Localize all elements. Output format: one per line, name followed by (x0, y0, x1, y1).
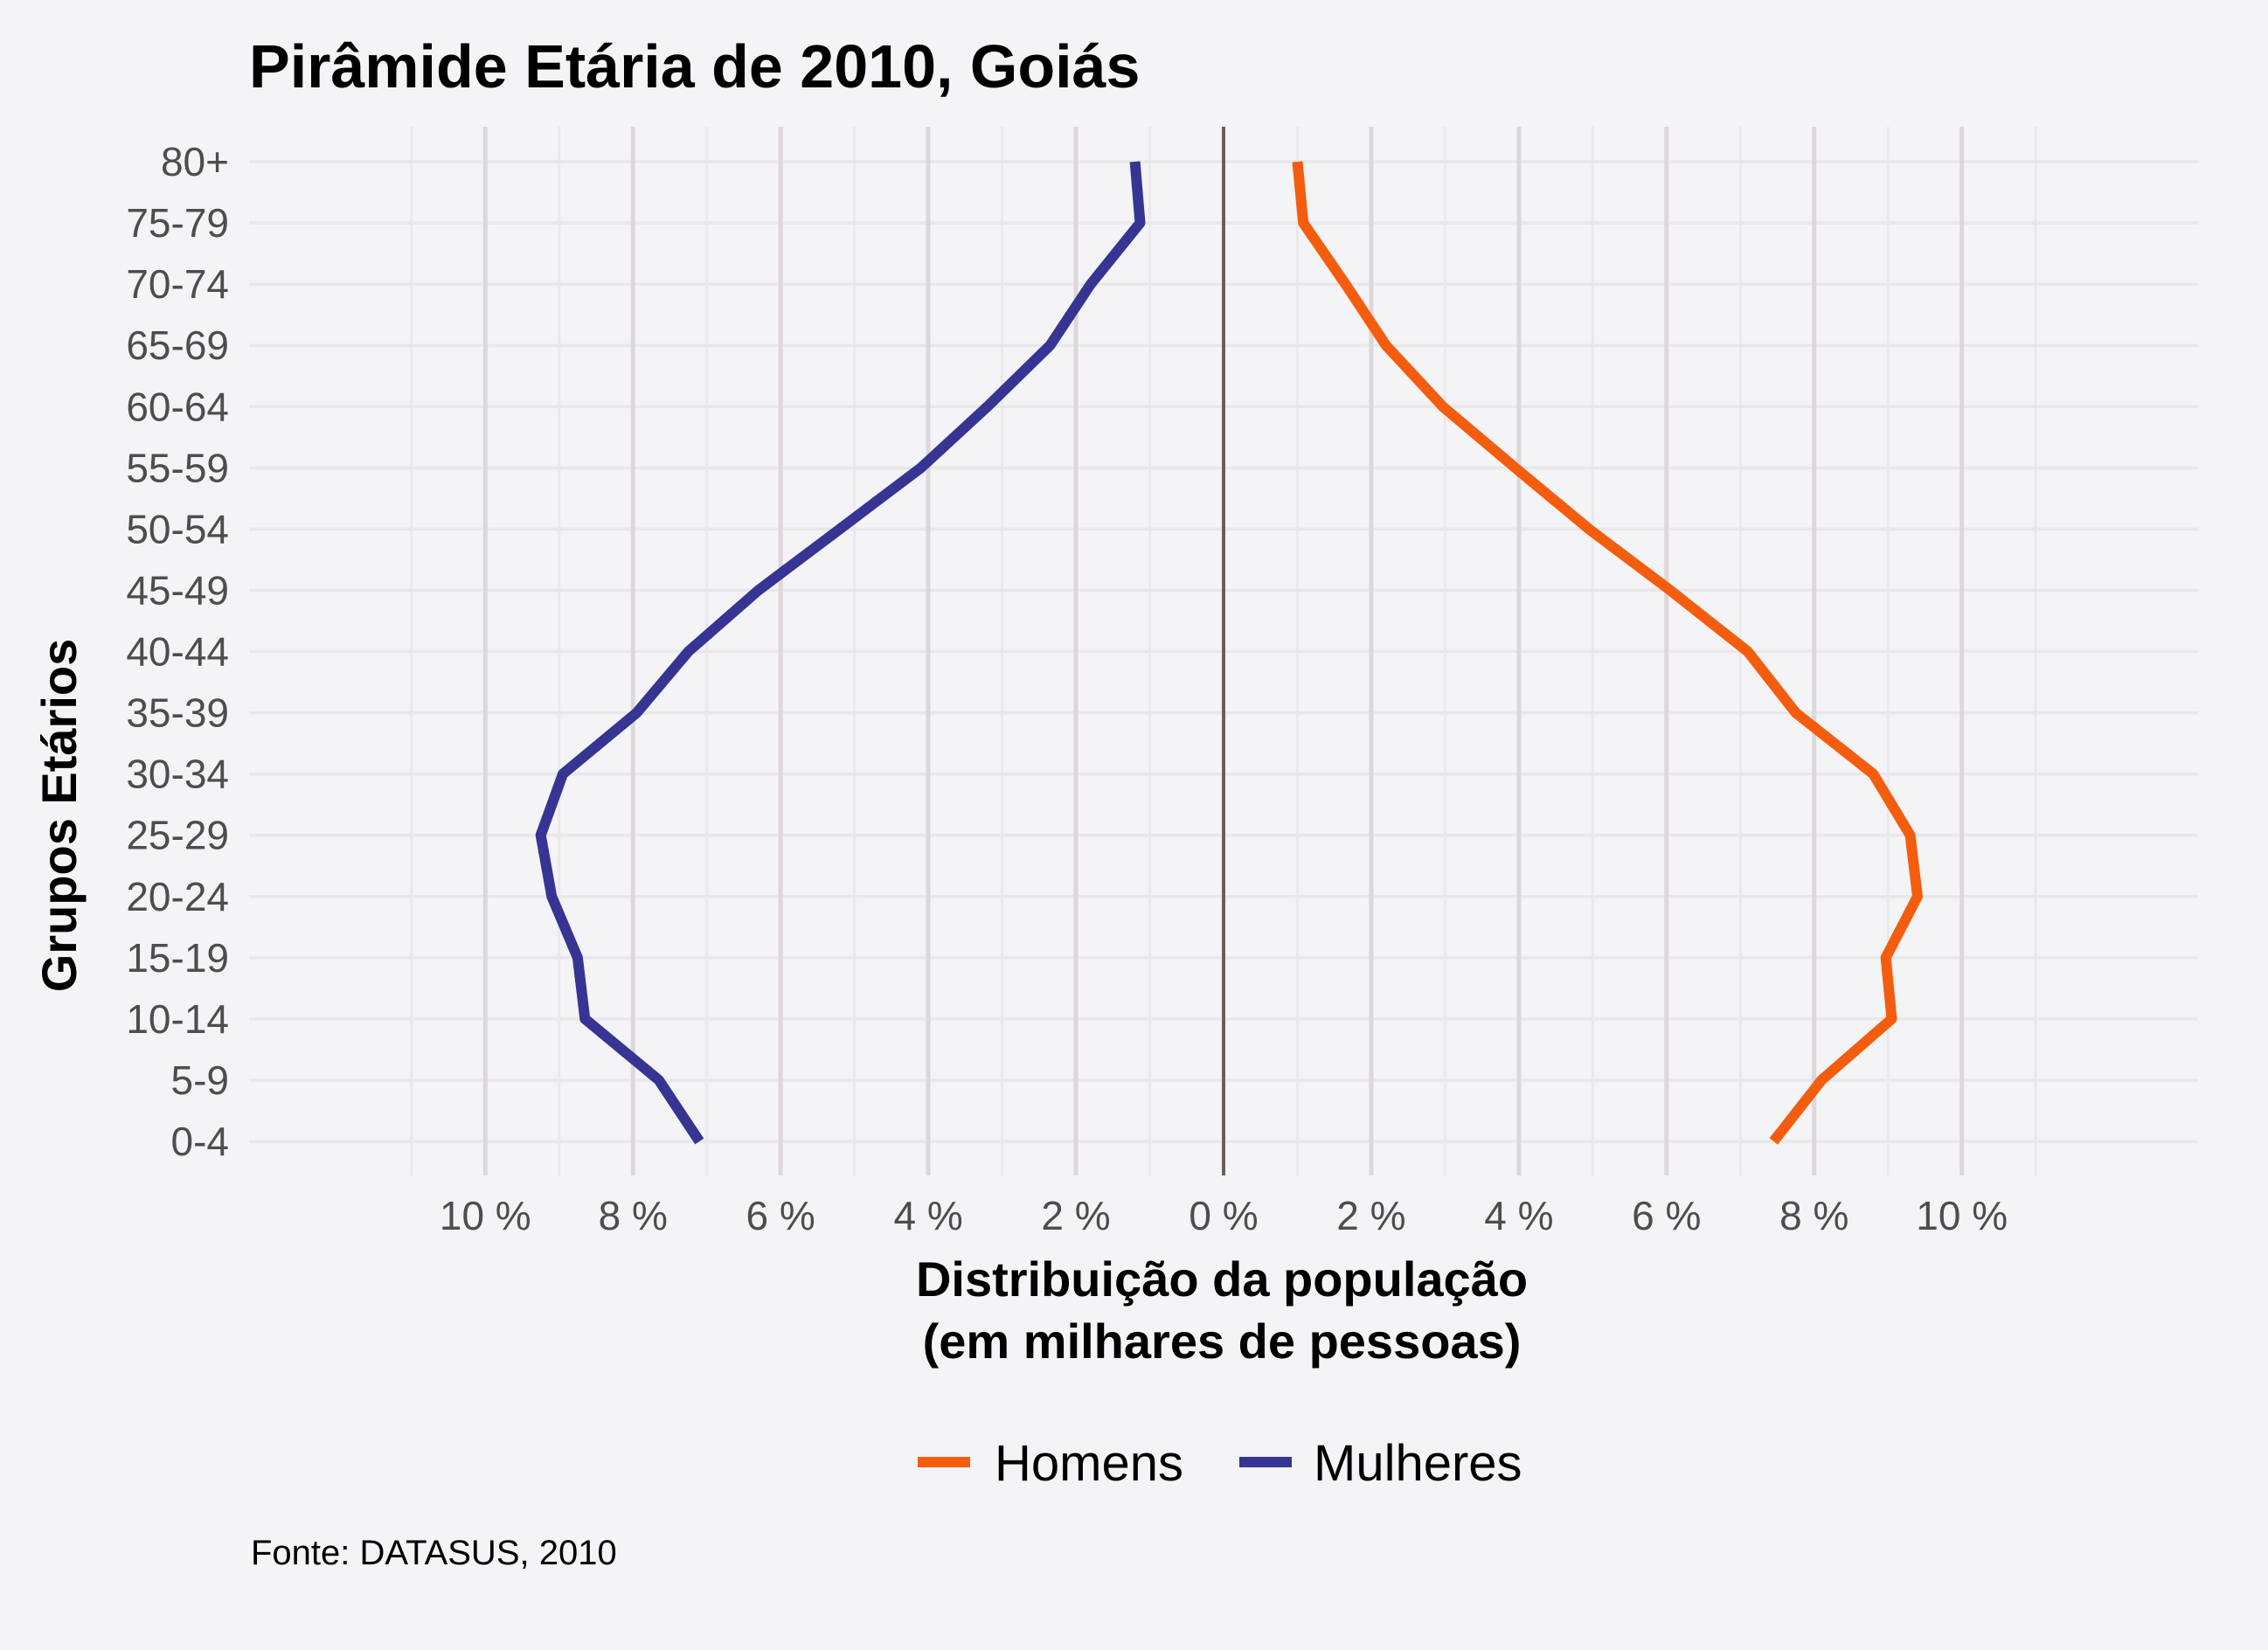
y-tick-label: 45-49 (126, 567, 229, 613)
x-axis-title-line1: Distribuição da população (916, 1251, 1528, 1307)
y-tick-label: 75-79 (126, 200, 229, 246)
x-axis-ticks: 10 % 8 % 6 % 4 % 2 % 0 % 2 % 4 % 6 % 8 % 10 % (440, 1193, 2008, 1238)
y-tick-label: 80+ (161, 139, 229, 184)
y-tick-label: 5-9 (171, 1057, 229, 1103)
y-axis-title: Grupos Etários (31, 639, 87, 993)
x-tick-label: 10 % (440, 1193, 531, 1238)
y-tick-label: 40-44 (126, 629, 229, 675)
x-tick-label: 8 % (1779, 1193, 1848, 1238)
y-tick-label: 20-24 (126, 874, 229, 919)
series-line-homens (1292, 161, 1923, 1145)
legend-label-homens: Homens (995, 1435, 1183, 1492)
y-tick-label: 60-64 (126, 384, 229, 429)
y-tick-label: 25-29 (126, 813, 229, 858)
x-tick-label: 8 % (599, 1193, 668, 1238)
y-tick-label: 70-74 (126, 261, 229, 307)
x-tick-label: 2 % (1336, 1193, 1405, 1238)
y-tick-label: 35-39 (126, 690, 229, 736)
x-tick-label: 4 % (1484, 1193, 1553, 1238)
y-axis-ticks: 0-4 5-9 10-14 15-19 20-24 25-29 30-34 35-39 40-4… (126, 139, 229, 1164)
x-axis-title-line2: (em milhares de pessoas) (923, 1314, 1522, 1369)
y-tick-label: 55-59 (126, 445, 229, 490)
x-tick-label: 0 % (1189, 1193, 1258, 1238)
series (535, 161, 1923, 1145)
legend: Homens Mulheres (918, 1435, 1522, 1492)
x-tick-label: 2 % (1041, 1193, 1110, 1238)
y-tick-label: 15-19 (126, 935, 229, 981)
legend-label-mulheres: Mulheres (1314, 1435, 1522, 1492)
series-line-mulheres (535, 161, 1146, 1145)
caption: Fonte: DATASUS, 2010 (251, 1534, 617, 1572)
x-tick-label: 4 % (893, 1193, 962, 1238)
chart-title: Pirâmide Etária de 2010, Goiás (249, 32, 1140, 101)
y-tick-label: 10-14 (126, 996, 229, 1042)
y-tick-label: 0-4 (171, 1119, 229, 1164)
y-tick-label: 65-69 (126, 322, 229, 368)
y-tick-label: 30-34 (126, 752, 229, 797)
x-tick-label: 6 % (746, 1193, 815, 1238)
x-tick-label: 10 % (1916, 1193, 2008, 1238)
x-tick-label: 6 % (1632, 1193, 1701, 1238)
y-tick-label: 50-54 (126, 506, 229, 551)
